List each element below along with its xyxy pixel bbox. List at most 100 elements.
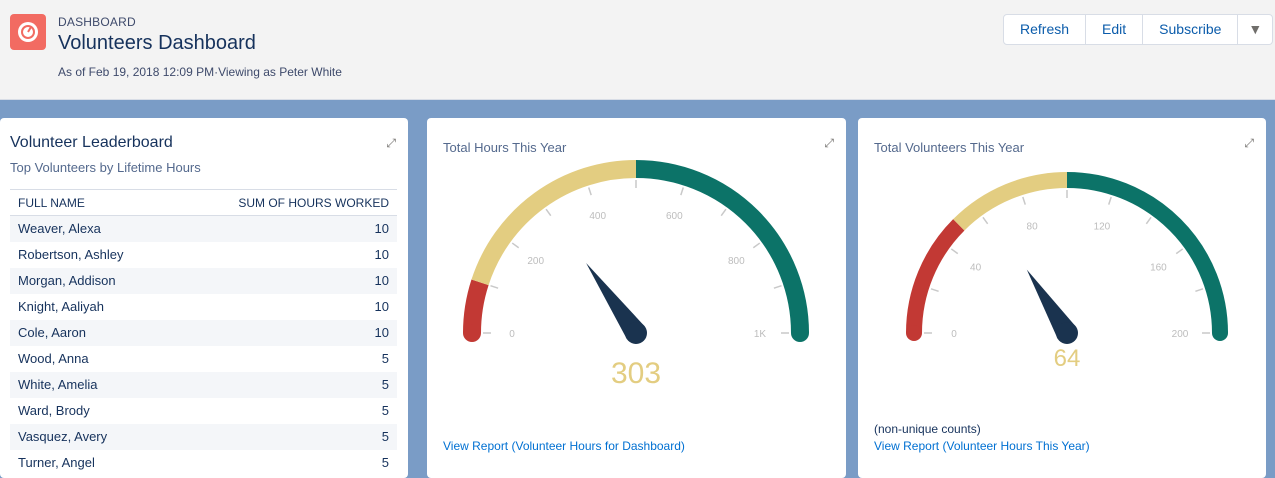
hours-worked: 10 [173,215,397,242]
gauge-tick [490,285,499,289]
table-row: Robertson, Ashley 10 [10,242,397,268]
gauge-band [953,172,1068,231]
gauge-band [635,160,809,334]
gauge-tick-label: 120 [1094,222,1111,233]
volunteer-name[interactable]: Vasquez, Avery [10,423,174,450]
gauge-tick [511,242,520,249]
gauge-chart: 0 40 80 120 160 200 64 [906,172,1228,372]
volunteer-name[interactable]: Turner, Angel [18,455,95,470]
gauge-tick [930,288,939,292]
gauge-tick-label: 0 [951,329,957,340]
gauge-band [906,219,965,334]
gauge-tick [1175,248,1184,255]
table-row: Cole, Aaron 10 [10,319,397,346]
more-actions-button[interactable]: ▼ [1248,21,1263,37]
leaderboard-card: Volunteer Leaderboard Top Volunteers by … [0,118,408,478]
gauge-needle-hub [625,322,647,344]
gauge-tick [720,208,727,217]
volunteer-name[interactable]: Knight, Aaliyah [18,299,105,314]
table-row: White, Amelia 5 [10,371,397,398]
volunteer-name[interactable]: Weaver, Alexa [10,215,174,242]
hours-worked: 10 [374,299,389,314]
gauge-tick-label: 1K [754,329,767,340]
gauge-band-cap [1212,325,1228,341]
subscribe-button[interactable]: Subscribe [1143,15,1239,44]
gauge-title: Total Hours This Year [443,140,567,155]
hours-worked: 5 [381,455,389,470]
edit-button[interactable]: Edit [1086,15,1144,44]
volunteer-name[interactable]: Cole, Aaron [10,319,174,346]
gauge-tick-label: 200 [1172,329,1189,340]
leaderboard-table: FULL NAME SUM OF HOURS WORKED Weaver, Al… [10,189,397,476]
hours-worked: 5 [381,403,389,418]
refresh-button[interactable]: Refresh [1004,15,1087,44]
gauge-tick [1022,196,1026,205]
hours-worked: 10 [173,267,397,294]
hours-worked: 5 [173,423,397,450]
hours-worked: 5 [173,371,397,398]
gauge-tick [1145,216,1152,225]
gauge-tick [545,208,552,217]
page-header: DASHBOARD Volunteers Dashboard As of Feb… [0,0,1275,100]
column-header-hours[interactable]: SUM OF HOURS WORKED [173,189,397,216]
gauge-band [1066,172,1228,334]
table-row: Knight, Aaliyah 10 [10,294,397,320]
volunteer-name[interactable]: Wood, Anna [18,351,89,366]
volunteer-name[interactable]: Robertson, Ashley [18,247,124,262]
gauge-card-total-hours: 0 200 400 600 800 1K 303 Total Hours This Year… [427,118,846,478]
gauge-tick-label: 600 [666,211,683,222]
page-kicker: DASHBOARD [58,15,136,29]
gauge-tick-label: 800 [728,256,745,267]
gauge-note: (non-unique counts) [874,422,981,436]
gauge-needle [1026,269,1077,339]
gauge-band-cap [463,324,481,342]
page-subtitle: As of Feb 19, 2018 12:09 PM·Viewing as P… [58,65,342,79]
view-report-link[interactable]: View Report (Volunteer Hours for Dashboa… [443,439,685,453]
header-button-group: Refresh Edit Subscribe ▼ [1003,14,1274,45]
gauge-tick [1195,288,1204,292]
gauge-needle [586,262,645,340]
gauge-tick-label: 40 [970,263,982,274]
column-header-name[interactable]: FULL NAME [10,189,174,216]
gauge-tick [1108,196,1112,205]
table-row: Ward, Brody 5 [10,398,397,424]
volunteer-name[interactable]: White, Amelia [10,371,174,398]
page-title: Volunteers Dashboard [58,32,256,54]
gauge-band-cap [791,324,809,342]
table-row: Vasquez, Avery 5 [10,423,397,450]
expand-icon[interactable]: ⤢ [386,136,396,150]
gauge-tick [950,248,959,255]
gauge-tick-label: 200 [527,256,544,267]
expand-icon[interactable]: ⤢ [1244,136,1254,150]
dashboard-gauge-icon [10,14,46,50]
hours-worked: 10 [374,247,389,262]
gauge-tick [680,187,684,196]
gauge-tick [588,187,592,196]
gauge-tick [982,216,989,225]
gauge-chart: 0 200 400 600 800 1K 303 [463,160,809,390]
hours-worked: 10 [173,319,397,346]
gauge-title: Total Volunteers This Year [874,140,1025,155]
gauge-tick-label: 160 [1150,263,1167,274]
volunteer-name[interactable]: Morgan, Addison [10,267,174,294]
gauge-band-cap [906,325,922,341]
gauge-card-total-volunteers: 0 40 80 120 160 200 64 Total Volunteers This Y… [858,118,1266,478]
gauge-tick-label: 0 [509,329,515,340]
expand-icon[interactable]: ⤢ [824,136,834,150]
leaderboard-title: Volunteer Leaderboard [10,134,173,151]
gauge-needle-hub [1056,322,1078,344]
gauge-value: 303 [611,357,661,390]
gauge-band [471,160,637,286]
gauge-value: 64 [1054,345,1081,372]
view-report-link[interactable]: View Report (Volunteer Hours This Year) [874,439,1090,453]
hours-worked: 5 [381,351,389,366]
volunteer-name[interactable]: Ward, Brody [18,403,90,418]
table-row: Turner, Angel 5 [10,450,397,476]
table-row: Weaver, Alexa 10 [10,215,397,242]
gauge-tick [752,242,761,249]
gauge-tick [773,285,782,289]
table-row: Wood, Anna 5 [10,346,397,372]
table-row: Morgan, Addison 10 [10,267,397,294]
gauge-tick-label: 400 [589,211,606,222]
leaderboard-description: Top Volunteers by Lifetime Hours [10,160,201,175]
